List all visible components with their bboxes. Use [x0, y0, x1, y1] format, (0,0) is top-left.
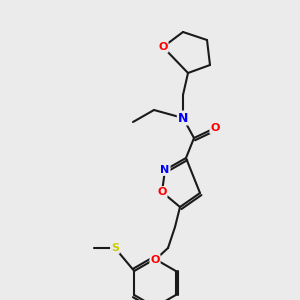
Text: O: O [150, 255, 160, 265]
Text: O: O [210, 123, 220, 133]
Text: O: O [158, 42, 168, 52]
Text: N: N [178, 112, 188, 124]
Text: N: N [160, 165, 169, 175]
Text: S: S [111, 243, 119, 253]
Text: O: O [157, 187, 167, 197]
